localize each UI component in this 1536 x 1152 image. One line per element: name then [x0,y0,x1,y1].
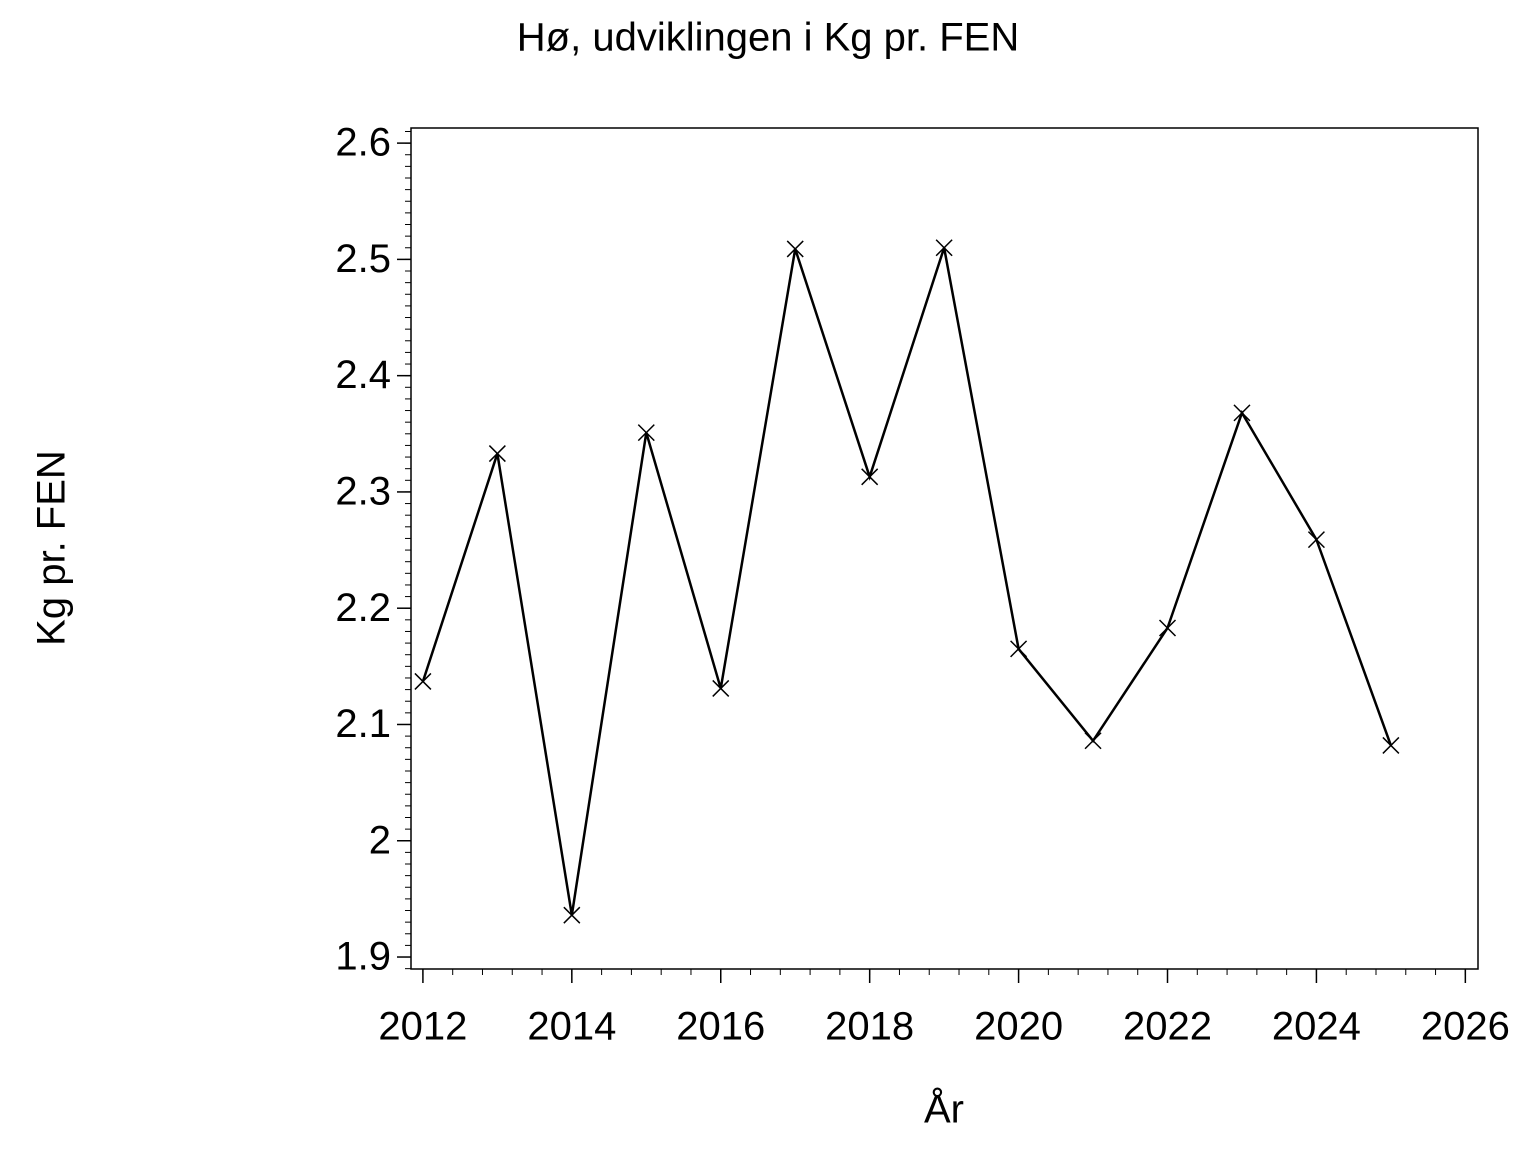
plot-frame [410,127,1479,970]
x-tick-label: 2024 [1272,1005,1361,1049]
x-tick-label: 2026 [1421,1005,1510,1049]
chart-title: Hø, udviklingen i Kg pr. FEN [517,16,1019,60]
x-tick-label: 2012 [378,1005,467,1049]
marker [414,672,432,690]
marker [712,679,730,697]
x-axis-label: År [924,1087,964,1132]
marker [786,240,804,258]
marker [935,239,953,257]
marker [637,424,655,442]
y-tick-label: 1.9 [335,935,391,979]
marker [1084,732,1102,750]
y-tick-label: 2.4 [335,353,391,397]
y-tick-label: 2 [369,818,391,862]
x-tick-label: 2022 [1123,1005,1212,1049]
marker [1233,404,1251,422]
line [421,247,1393,916]
x-tick-label: 2014 [527,1005,616,1049]
marker [1382,736,1400,754]
y-axis-label: Kg pr. FEN [30,450,74,646]
y-tick-label: 2.1 [335,702,391,746]
y-tick-label: 2.6 [335,121,391,165]
marker [1307,531,1325,549]
y-tick-label: 2.5 [335,237,391,281]
marker [861,468,879,486]
marker [1010,640,1028,658]
y-tick-label: 2.2 [335,586,391,630]
x-tick-label: 2018 [825,1005,914,1049]
marker [563,906,581,924]
marker [488,445,506,463]
marker [1158,619,1177,637]
x-tick-label: 2020 [974,1005,1063,1049]
x-tick-label: 2016 [676,1005,765,1049]
y-tick-label: 2.3 [335,469,391,513]
